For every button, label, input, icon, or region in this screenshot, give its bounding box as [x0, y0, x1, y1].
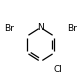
Text: Br: Br — [67, 24, 77, 33]
Text: Cl: Cl — [53, 65, 62, 74]
Text: Br: Br — [4, 24, 14, 33]
Text: N: N — [37, 23, 44, 32]
